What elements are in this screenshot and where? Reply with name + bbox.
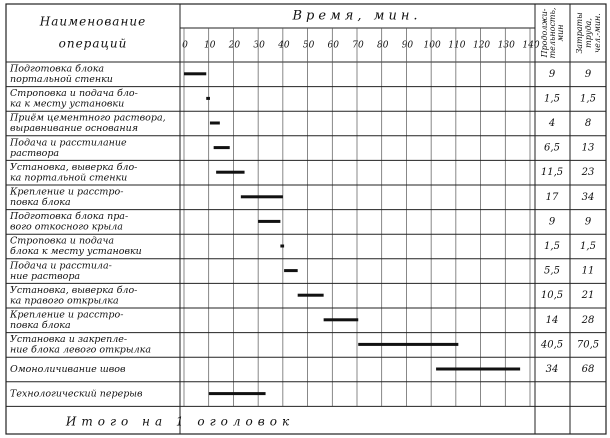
operation-name: Приём цементного раствора,	[9, 113, 166, 124]
labor-cell: 34	[582, 192, 595, 203]
operation-name: Подача и расстила-	[9, 260, 112, 271]
labor-cell: 70,5	[577, 339, 599, 350]
labor-cell: 9	[585, 69, 592, 80]
x-tick-label: 80	[377, 41, 389, 51]
labor-cell: 13	[582, 143, 595, 154]
duration-cell: 10,5	[541, 290, 563, 301]
operation-name: Крепление и расстро-	[9, 310, 123, 321]
gantt-bar	[280, 244, 285, 248]
x-tick-label: 130	[498, 41, 515, 51]
operation-name: Установка и закрепле-	[10, 334, 127, 345]
operation-name: Омоноличивание швов	[10, 364, 126, 375]
operation-name: Подготовка блока пра-	[9, 211, 128, 222]
labor-cell: 9	[585, 216, 592, 227]
duration-cell: 9	[549, 69, 556, 80]
duration-cell: 40,5	[540, 339, 563, 350]
duration-cell: 14	[546, 315, 559, 326]
x-tick-label: 140	[522, 41, 539, 51]
x-tick-label: 120	[473, 41, 490, 51]
operation-name: Строповка и подача бло-	[10, 88, 138, 99]
operation-name: ка портальной стенки	[10, 172, 127, 183]
operation-name: Подача и расстилание	[9, 137, 127, 148]
gantt-bar	[436, 367, 521, 371]
labor-cell: 68	[582, 364, 595, 375]
operation-name: выравнивание основания	[10, 123, 138, 134]
header-labor: труда,	[584, 18, 593, 48]
operation-name: Подготовка блока	[9, 64, 104, 75]
labor-cell: 28	[581, 315, 595, 326]
gantt-bar	[258, 219, 281, 223]
operation-name: ка правого открылка	[10, 295, 119, 306]
duration-cell: 5,5	[544, 266, 560, 277]
gantt-bar	[240, 195, 283, 199]
x-tick-label: 90	[402, 41, 414, 51]
table-border	[5, 3, 607, 435]
operation-name: ка к месту установки	[10, 99, 124, 110]
operation-name: портальной стенки	[10, 74, 113, 85]
duration-cell: 4	[548, 118, 555, 129]
labor-cell: 11	[582, 266, 595, 277]
x-tick-label: 50	[303, 41, 315, 51]
operation-name: Строповка и подача	[10, 236, 114, 247]
operation-name: раствора	[10, 148, 59, 159]
operation-name: Крепление и расстро-	[9, 187, 123, 198]
header-labor: чел.-мин.	[593, 13, 602, 53]
operation-name: повка блока	[10, 320, 71, 331]
x-tick-label: 70	[352, 41, 364, 51]
operation-name: Установка, выверка бло-	[10, 285, 137, 296]
gantt-bar	[206, 96, 210, 100]
x-tick-label: 40	[277, 41, 290, 51]
duration-cell: 9	[549, 216, 556, 227]
x-tick-label: 0	[182, 41, 188, 51]
x-tick-label: 10	[204, 41, 216, 51]
operation-name: ние блока левого открылка	[10, 345, 151, 356]
gantt-bar	[216, 170, 245, 174]
duration-cell: 1,5	[544, 93, 560, 104]
operation-name: повка блока	[10, 197, 71, 208]
x-tick-label: 30	[253, 41, 265, 51]
header-duration: мин	[556, 24, 565, 41]
x-tick-label: 60	[328, 41, 340, 51]
gantt-bar	[284, 269, 298, 273]
gantt-bar	[208, 392, 266, 396]
labor-cell: 1,5	[580, 93, 596, 104]
operation-name: вого откосного крыла	[10, 222, 123, 233]
gantt-bar	[358, 342, 459, 346]
x-tick-label: 110	[448, 41, 465, 51]
operation-name: Технологический перерыв	[10, 389, 143, 400]
operation-name: ние раствора	[10, 271, 80, 282]
duration-cell: 1,5	[544, 241, 560, 252]
x-tick-label: 100	[424, 41, 441, 51]
labor-cell: 23	[581, 167, 595, 178]
gantt-bar	[297, 293, 324, 297]
duration-cell: 6,5	[544, 143, 560, 154]
gantt-bar	[213, 146, 230, 150]
header-duration: Продолжи-	[540, 8, 549, 58]
header-operations: Наименование	[39, 15, 146, 29]
header-operations: операций	[59, 37, 128, 51]
duration-cell: 11,5	[541, 167, 563, 178]
gantt-bar	[209, 121, 220, 125]
labor-cell: 1,5	[580, 241, 596, 252]
x-tick-label: 20	[228, 41, 241, 51]
operation-name: Установка, выверка бло-	[10, 162, 137, 173]
total-label: Итого на 1 оголовок	[65, 415, 294, 429]
header-labor: Затраты	[575, 12, 584, 53]
labor-cell: 21	[581, 290, 595, 301]
gantt-bar	[323, 318, 359, 322]
header-time: Время, мин.	[291, 9, 421, 24]
gantt-bar	[184, 72, 207, 76]
labor-cell: 8	[585, 118, 591, 129]
duration-cell: 17	[546, 192, 559, 203]
duration-cell: 34	[546, 364, 559, 375]
operation-name: блока к месту установки	[10, 246, 142, 257]
header-duration: тельность,	[548, 8, 557, 59]
